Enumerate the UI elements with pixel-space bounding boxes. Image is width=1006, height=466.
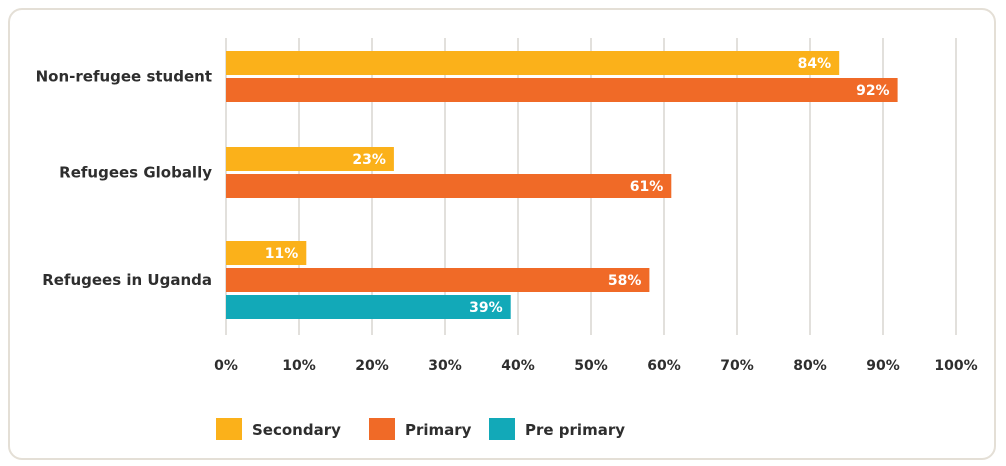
data-label: 61% (630, 179, 664, 195)
category-label: Refugees in Uganda (42, 271, 212, 289)
bar-secondary (226, 147, 394, 171)
legend-swatch (216, 418, 242, 440)
legend-label: Primary (405, 421, 472, 439)
x-tick-label: 40% (501, 358, 535, 374)
x-tick-label: 80% (793, 358, 827, 374)
bar-primary (226, 78, 898, 102)
data-label: 23% (352, 152, 386, 168)
data-label: 84% (798, 56, 832, 72)
legend-label: Pre primary (525, 421, 625, 439)
x-tick-label: 20% (355, 358, 389, 374)
bar-secondary (226, 51, 840, 75)
legend-label: Secondary (252, 421, 341, 439)
category-labels: Non-refugee student Refugees Globally Refu… (36, 68, 213, 290)
data-label: 39% (469, 300, 503, 316)
bars: 84% 92% 23% 61% 11% 58% 39% (226, 51, 898, 319)
bar-primary (226, 174, 672, 198)
x-axis-ticks: 0% 10% 20% 30% 40% 50% 60% 70% 80% 90% 100% (214, 358, 978, 374)
x-tick-label: 0% (214, 358, 238, 374)
data-label: 11% (265, 246, 299, 262)
legend-swatch (369, 418, 395, 440)
x-tick-label: 30% (428, 358, 462, 374)
x-tick-label: 50% (574, 358, 608, 374)
bar-primary (226, 268, 650, 292)
x-tick-label: 10% (282, 358, 316, 374)
legend: Secondary Primary Pre primary (216, 418, 625, 440)
x-tick-label: 60% (647, 358, 681, 374)
x-tick-label: 100% (934, 358, 977, 374)
x-tick-label: 70% (720, 358, 754, 374)
bar-secondary (226, 241, 307, 265)
data-label: 58% (608, 273, 642, 289)
x-tick-label: 90% (866, 358, 900, 374)
legend-swatch (489, 418, 515, 440)
category-label: Refugees Globally (59, 164, 212, 182)
data-label: 92% (856, 83, 890, 99)
category-label: Non-refugee student (36, 68, 212, 86)
bar-pre-primary (226, 295, 511, 319)
